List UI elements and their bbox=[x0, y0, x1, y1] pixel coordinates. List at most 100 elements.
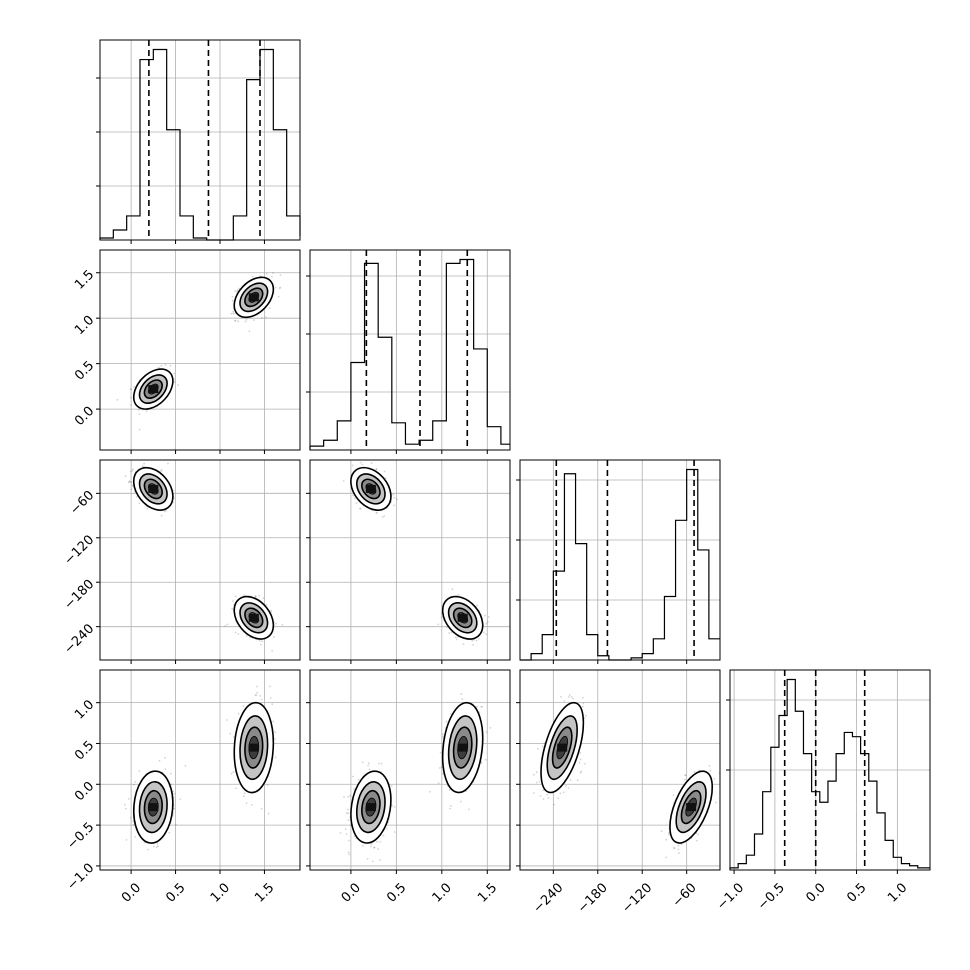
scatter-point bbox=[485, 731, 488, 733]
scatter-point bbox=[580, 770, 583, 773]
scatter-point bbox=[153, 845, 155, 848]
y-tick-label-3-0: −1.0 bbox=[64, 861, 97, 894]
scatter-point bbox=[449, 807, 451, 810]
scatter-point bbox=[232, 310, 234, 313]
scatter-point bbox=[361, 463, 364, 466]
scatter-point bbox=[539, 795, 542, 797]
scatter-point bbox=[581, 705, 584, 708]
scatter-point bbox=[175, 823, 177, 826]
scatter-point bbox=[344, 828, 347, 830]
scatter-point bbox=[450, 713, 452, 715]
scatter-point bbox=[583, 717, 586, 720]
panel-frame-2-1 bbox=[309, 459, 511, 661]
scatter-point bbox=[235, 787, 238, 790]
scatter-point bbox=[684, 774, 686, 777]
scatter-point bbox=[132, 824, 135, 826]
scatter-point bbox=[271, 275, 273, 278]
scatter-point bbox=[533, 773, 535, 776]
scatter-point bbox=[252, 319, 255, 321]
panel-frame-3-0 bbox=[99, 669, 301, 871]
panel-content-2-0 bbox=[100, 460, 300, 660]
scatter-point bbox=[361, 844, 364, 847]
scatter-point bbox=[480, 705, 483, 708]
scatter-point bbox=[377, 848, 379, 850]
scatter-point bbox=[484, 758, 487, 761]
scatter-point bbox=[568, 696, 570, 698]
scatter-point bbox=[173, 381, 176, 383]
scatter-point bbox=[472, 644, 474, 646]
scatter-point bbox=[370, 843, 373, 845]
scatter-point bbox=[130, 388, 133, 391]
x-tick-label-0-3: 1.5 bbox=[252, 880, 277, 905]
density-peak bbox=[248, 613, 259, 622]
scatter-point bbox=[173, 807, 176, 810]
hist-panel-3 bbox=[726, 669, 931, 874]
scatter-point bbox=[128, 480, 131, 482]
y-tick-label-2-3: −60 bbox=[67, 488, 97, 518]
scatter-point bbox=[697, 833, 699, 836]
scatter-point bbox=[260, 698, 263, 701]
scatter-point bbox=[448, 632, 451, 634]
scatter-point bbox=[582, 697, 584, 699]
scatter-point bbox=[232, 600, 234, 602]
scatter-point bbox=[677, 844, 680, 847]
scatter-point bbox=[238, 287, 241, 290]
scatter-point bbox=[375, 468, 378, 471]
scatter-point bbox=[342, 480, 345, 482]
scatter-point bbox=[373, 846, 376, 849]
y-tick-label-2-0: −240 bbox=[61, 621, 97, 657]
scatter-point bbox=[261, 317, 263, 319]
scatter-point bbox=[439, 751, 442, 754]
scatter-point bbox=[255, 694, 258, 696]
scatter-point bbox=[461, 698, 464, 701]
scatter-point bbox=[684, 774, 687, 777]
scatter-point bbox=[570, 696, 573, 698]
scatter-point bbox=[226, 623, 229, 626]
scatter-point bbox=[393, 831, 396, 833]
scatter-point bbox=[489, 727, 492, 729]
scatter-point bbox=[130, 481, 133, 484]
scatter-point bbox=[172, 790, 175, 793]
scatter-point bbox=[274, 286, 277, 289]
scatter-point bbox=[141, 465, 144, 468]
scatter-point bbox=[237, 633, 240, 635]
scatter-point bbox=[722, 772, 724, 774]
scatter-point bbox=[134, 780, 137, 783]
scatter-point bbox=[271, 703, 274, 706]
scatter-point bbox=[231, 299, 234, 302]
scatter-point bbox=[173, 372, 176, 375]
x-tick-label-3-0: −1.0 bbox=[714, 880, 747, 913]
scatter-point bbox=[462, 643, 465, 646]
scatter-point bbox=[224, 625, 227, 627]
x-tick-label-3-1: −0.5 bbox=[755, 880, 788, 913]
scatter-point bbox=[146, 507, 149, 510]
scatter-point bbox=[157, 845, 159, 848]
scatter-point bbox=[136, 495, 138, 498]
scatter-point bbox=[164, 363, 167, 366]
hist-frame-0 bbox=[99, 39, 301, 241]
scatter-point bbox=[371, 860, 374, 863]
scatter-point bbox=[184, 764, 187, 767]
scatter-point bbox=[170, 783, 173, 786]
scatter-point bbox=[693, 770, 696, 773]
scatter-point bbox=[256, 691, 258, 694]
scatter-point bbox=[578, 761, 581, 764]
scatter-point bbox=[393, 496, 396, 499]
density-peak bbox=[248, 743, 259, 752]
scatter-point bbox=[437, 623, 440, 626]
scatter-point bbox=[536, 747, 539, 750]
x-tick-label-2-0: −240 bbox=[531, 880, 567, 916]
scatter-point bbox=[272, 720, 275, 723]
scatter-point bbox=[383, 470, 386, 473]
scatter-point bbox=[376, 511, 379, 514]
scatter-point bbox=[243, 594, 246, 596]
scatter-point bbox=[226, 719, 229, 721]
density-peak bbox=[365, 803, 376, 812]
scatter-point bbox=[476, 604, 478, 607]
scatter-point bbox=[160, 364, 163, 367]
scatter-point bbox=[274, 738, 276, 740]
scatter-point bbox=[129, 481, 131, 483]
scatter-point bbox=[163, 510, 166, 513]
histogram-step-3 bbox=[729, 678, 930, 870]
scatter-point bbox=[254, 595, 257, 598]
